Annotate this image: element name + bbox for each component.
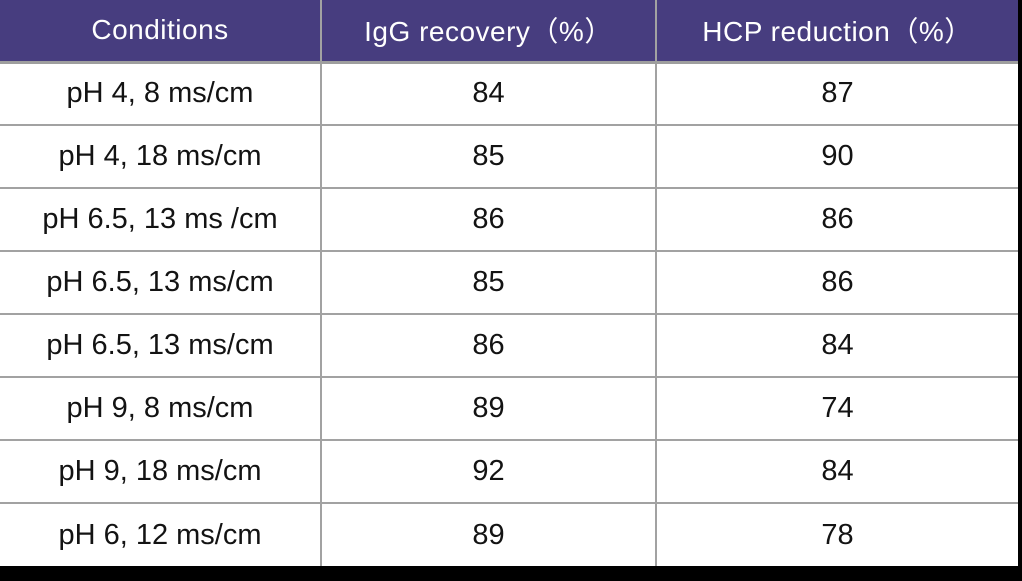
- table-row: pH 6, 12 ms/cm 89 78: [0, 502, 1018, 566]
- header-row: Conditions IgG recovery（%） HCP reduction…: [0, 0, 1018, 64]
- table-row: pH 6.5, 13 ms /cm 86 86: [0, 187, 1018, 251]
- cell-igg-recovery: 92: [320, 439, 656, 503]
- column-header-igg-recovery: IgG recovery（%）: [320, 0, 656, 64]
- cell-condition: pH 4, 18 ms/cm: [0, 124, 321, 188]
- cell-igg-recovery: 86: [320, 187, 656, 251]
- cell-igg-recovery: 85: [320, 250, 656, 314]
- cell-igg-recovery: 86: [320, 313, 656, 377]
- cell-igg-recovery: 89: [320, 376, 656, 440]
- cell-condition: pH 6.5, 13 ms /cm: [0, 187, 321, 251]
- table-row: pH 4, 8 ms/cm 84 87: [0, 62, 1018, 125]
- bottom-frame-bar: [0, 566, 1022, 581]
- table-row: pH 9, 18 ms/cm 92 84: [0, 439, 1018, 503]
- cell-condition: pH 6.5, 13 ms/cm: [0, 250, 321, 314]
- cell-hcp-reduction: 87: [655, 62, 1018, 125]
- table-row: pH 6.5, 13 ms/cm 85 86: [0, 250, 1018, 314]
- cell-hcp-reduction: 84: [655, 313, 1018, 377]
- cell-condition: pH 9, 8 ms/cm: [0, 376, 321, 440]
- cell-hcp-reduction: 86: [655, 187, 1018, 251]
- cell-igg-recovery: 89: [320, 502, 656, 566]
- cell-hcp-reduction: 74: [655, 376, 1018, 440]
- cell-igg-recovery: 84: [320, 62, 656, 125]
- column-header-conditions: Conditions: [0, 0, 321, 64]
- cell-hcp-reduction: 86: [655, 250, 1018, 314]
- cell-condition: pH 6.5, 13 ms/cm: [0, 313, 321, 377]
- cell-hcp-reduction: 90: [655, 124, 1018, 188]
- table-body: pH 4, 8 ms/cm 84 87 pH 4, 18 ms/cm 85 90…: [0, 62, 1018, 566]
- table-row: pH 4, 18 ms/cm 85 90: [0, 124, 1018, 188]
- cell-condition: pH 9, 18 ms/cm: [0, 439, 321, 503]
- cell-hcp-reduction: 84: [655, 439, 1018, 503]
- cell-igg-recovery: 85: [320, 124, 656, 188]
- results-table: Conditions IgG recovery（%） HCP reduction…: [0, 0, 1018, 566]
- column-header-hcp-reduction: HCP reduction（%）: [655, 0, 1018, 64]
- cell-condition: pH 4, 8 ms/cm: [0, 62, 321, 125]
- cell-hcp-reduction: 78: [655, 502, 1018, 566]
- table-header: Conditions IgG recovery（%） HCP reduction…: [0, 0, 1018, 64]
- right-frame-bar: [1018, 0, 1022, 581]
- cell-condition: pH 6, 12 ms/cm: [0, 502, 321, 566]
- table-row: pH 6.5, 13 ms/cm 86 84: [0, 313, 1018, 377]
- table-row: pH 9, 8 ms/cm 89 74: [0, 376, 1018, 440]
